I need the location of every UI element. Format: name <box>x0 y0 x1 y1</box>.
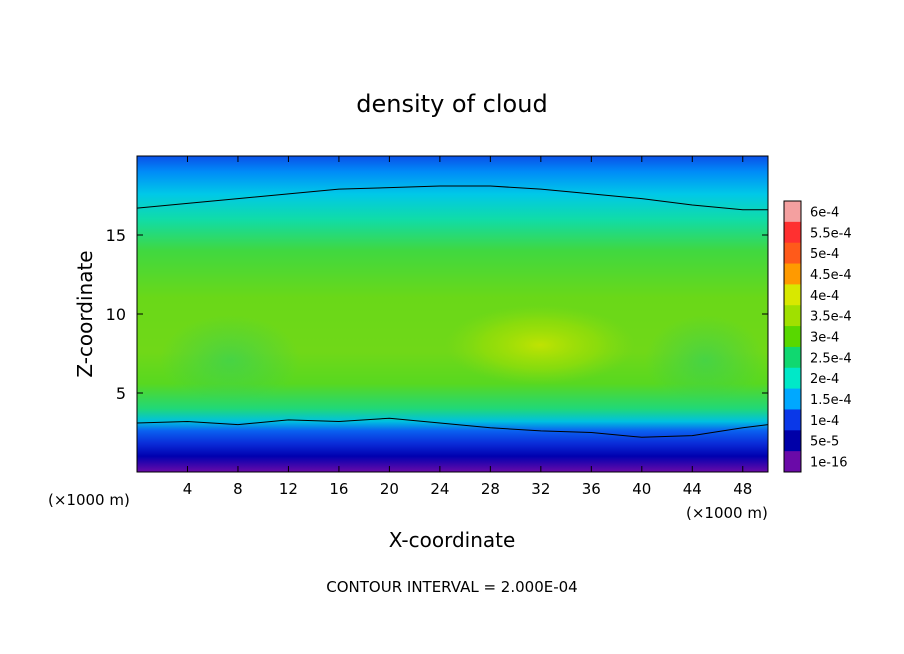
colorbar-label: 3e-4 <box>810 331 839 346</box>
colorbar-label: 3.5e-4 <box>810 310 852 325</box>
y-tick-label: 15 <box>106 226 126 245</box>
x-tick-label: 12 <box>279 480 298 498</box>
x-tick-label: 48 <box>733 480 752 498</box>
density-maximum <box>445 305 635 385</box>
y-axis: 5 10 15 <box>106 226 768 403</box>
x-axis: 4 8 12 16 20 24 28 32 36 40 44 48 <box>183 156 752 498</box>
colorbar-label: 2.5e-4 <box>810 351 852 366</box>
colorbar-label: 5.5e-4 <box>810 226 852 241</box>
colorbar-swatch <box>784 346 801 369</box>
x-tick-label: 20 <box>380 480 399 498</box>
contour-line <box>137 185 768 211</box>
plot-field <box>137 156 768 472</box>
x-tick-label: 8 <box>233 480 243 498</box>
y-tick-label: 5 <box>116 384 126 403</box>
colorbar-swatch <box>784 201 801 223</box>
colorbar-label: 5e-4 <box>810 247 839 262</box>
y-axis-label: Z-coordinate <box>73 250 97 377</box>
colorbar-swatch <box>784 451 801 473</box>
colorbar-label: 1e-16 <box>810 456 848 471</box>
colorbar-label: 4.5e-4 <box>810 268 852 283</box>
x-tick-label: 4 <box>183 480 193 498</box>
x-tick-label: 36 <box>582 480 601 498</box>
colorbar-label: 2e-4 <box>810 372 839 387</box>
colorbar-swatch <box>784 305 801 327</box>
contour-layer <box>137 185 768 438</box>
x-unit-label: (×1000 m) <box>48 491 130 509</box>
colorbar: 6e-4 5.5e-4 5e-4 4.5e-4 4e-4 3.5e-4 3e-4 2.5e-4… <box>783 200 852 473</box>
density-left-lobe <box>160 315 300 405</box>
colorbar-label: 4e-4 <box>810 289 839 304</box>
colorbar-swatch <box>784 284 801 306</box>
x-tick-label: 40 <box>632 480 651 498</box>
density-right-lobe <box>645 315 765 405</box>
density-field <box>137 156 768 472</box>
colorbar-label: 6e-4 <box>810 205 839 220</box>
colorbar-swatch <box>784 388 801 410</box>
colorbar-label: 5e-5 <box>810 435 839 450</box>
colorbar-label: 1e-4 <box>810 414 839 429</box>
chart-title: density of cloud <box>356 90 547 118</box>
colorbar-swatch <box>784 242 801 265</box>
colorbar-swatch <box>784 221 801 244</box>
colorbar-swatch <box>784 367 801 390</box>
z-unit-label: (×1000 m) <box>686 504 768 522</box>
x-axis-label: X-coordinate <box>389 528 516 552</box>
contour-interval-note: CONTOUR INTERVAL = 2.000E-04 <box>326 578 577 596</box>
colorbar-label: 1.5e-4 <box>810 393 852 408</box>
x-tick-label: 28 <box>481 480 500 498</box>
colorbar-swatch <box>784 326 801 348</box>
colorbar-swatch <box>784 430 801 452</box>
colorbar-frame <box>783 200 802 473</box>
colorbar-swatch <box>784 263 801 285</box>
x-tick-label: 24 <box>430 480 449 498</box>
contour-line <box>137 417 768 438</box>
y-tick-label: 10 <box>106 305 126 324</box>
x-tick-label: 44 <box>683 480 702 498</box>
x-tick-label: 32 <box>531 480 550 498</box>
colorbar-swatch <box>784 409 801 431</box>
x-tick-label: 16 <box>329 480 348 498</box>
